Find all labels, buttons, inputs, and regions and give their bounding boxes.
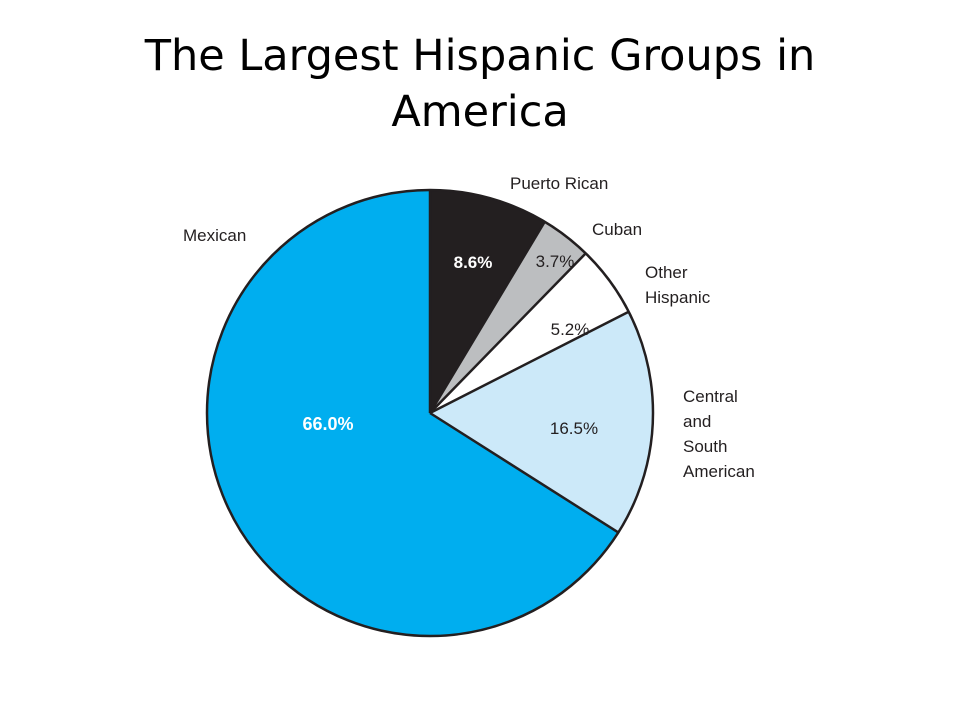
pie-divider-line [429,411,619,534]
pie-divider-lines [205,188,655,638]
value-label-cuban: 3.7% [536,252,575,271]
pie-slice-mexican [207,190,619,637]
pie-outline [205,188,655,638]
value-label-central-and-south-american: 16.5% [550,419,598,438]
pie-value-labels: 8.6% 3.7% 5.2% 16.5% 66.0% [302,252,598,438]
category-label-other-hispanic: Other Hispanic [645,263,711,307]
pie-category-labels: Puerto Rican Cuban Other Hispanic Central and… [183,174,755,481]
value-label-mexican: 66.0% [302,414,353,434]
pie-slices [207,190,653,637]
pie-slice-cuban [430,221,586,413]
category-label-mexican: Mexican [183,226,246,245]
pie-divider-line [429,252,587,414]
category-label-puerto-rican: Puerto Rican [510,174,608,193]
value-label-other-hispanic: 5.2% [551,320,590,339]
pie-slice-other-hispanic [430,253,629,413]
pie-divider-line [429,310,630,415]
pie-divider-line [428,221,546,414]
category-label-central-and-south-american: Central and South American [683,387,755,481]
pie-slice-central-and-south-american [430,311,653,533]
value-label-puerto-rican: 8.6% [454,253,493,272]
category-label-cuban: Cuban [592,220,642,239]
slide-title: The Largest Hispanic Groups in America [144,31,816,137]
pie-slice-puerto-rican [430,190,545,413]
